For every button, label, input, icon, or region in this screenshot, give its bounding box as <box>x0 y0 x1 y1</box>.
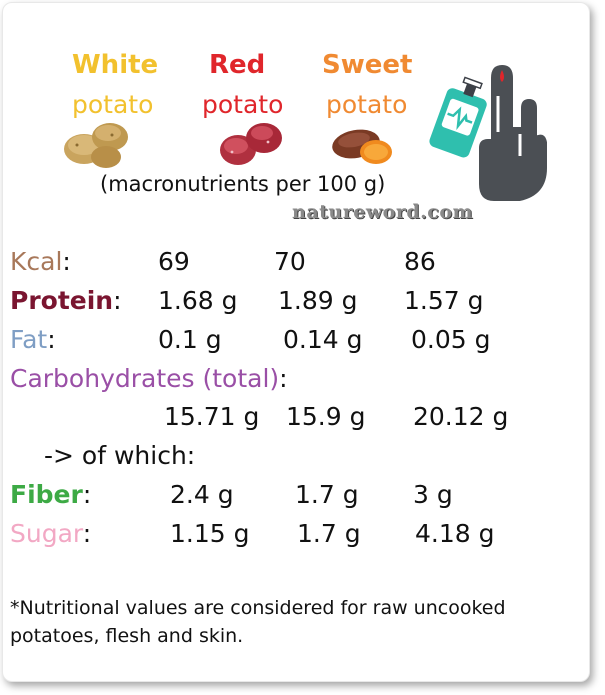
sugar-label: Sugar <box>10 519 83 548</box>
watermark: natureword.com <box>292 201 474 223</box>
protein-white-value: 1.68 g <box>158 286 238 315</box>
fiber-colon: : <box>82 480 92 509</box>
white-potato-icon <box>64 123 128 168</box>
fiber-white-value: 2.4 g <box>170 480 234 509</box>
fat-colon: : <box>47 325 56 354</box>
of-which-label: -> of which: <box>44 441 196 470</box>
sugar-colon: : <box>82 519 92 548</box>
footnote: *Nutritional values are considered for r… <box>10 597 506 647</box>
kcal-colon: : <box>62 247 71 276</box>
red-potato-icon <box>220 123 282 165</box>
red-potato-title: Red <box>209 50 266 80</box>
glucose-meter-hand-icon <box>429 62 549 203</box>
sweet-potato-icon <box>332 129 392 164</box>
kcal-label-row: Kcal: <box>10 247 71 276</box>
fat-label-row: Fat: <box>10 325 56 354</box>
carbs-sweet-value: 20.12 g <box>413 402 509 431</box>
red-potato-subtitle: potato <box>202 90 284 119</box>
protein-red-value: 1.89 g <box>278 286 358 315</box>
sugar-red-value: 1.7 g <box>297 519 361 548</box>
kcal-sweet-value: 86 <box>404 247 436 276</box>
fiber-label-row: Fiber: <box>10 480 91 509</box>
subtitle: (macronutrients per 100 g) <box>100 172 386 196</box>
sugar-sweet-value: 4.18 g <box>415 519 495 548</box>
sweet-potato-title: Sweet <box>322 50 413 80</box>
carbs-white-value: 15.71 g <box>164 402 260 431</box>
protein-colon: : <box>113 286 122 315</box>
carbs-red-value: 15.9 g <box>286 402 366 431</box>
fat-label: Fat <box>10 325 48 354</box>
protein-sweet-value: 1.57 g <box>404 286 484 315</box>
kcal-label: Kcal <box>10 247 63 276</box>
white-potato-subtitle: potato <box>72 90 154 119</box>
protein-label: Protein <box>10 286 114 315</box>
sugar-white-value: 1.15 g <box>170 519 250 548</box>
protein-label-row: Protein: <box>10 286 122 315</box>
fat-sweet-value: 0.05 g <box>411 325 491 354</box>
kcal-white-value: 69 <box>158 247 190 276</box>
carbs-label-row: Carbohydrates (total): <box>10 364 288 393</box>
carbs-colon: : <box>279 364 288 393</box>
sugar-label-row: Sugar: <box>10 519 91 548</box>
fat-white-value: 0.1 g <box>158 325 222 354</box>
sweet-potato-subtitle: potato <box>326 90 408 119</box>
carbs-label: Carbohydrates (total) <box>10 364 280 393</box>
kcal-red-value: 70 <box>274 247 306 276</box>
fiber-sweet-value: 3 g <box>413 480 453 509</box>
fiber-label: Fiber <box>10 480 83 509</box>
fiber-red-value: 1.7 g <box>295 480 359 509</box>
white-potato-title: White <box>72 50 159 80</box>
fat-red-value: 0.14 g <box>283 325 363 354</box>
